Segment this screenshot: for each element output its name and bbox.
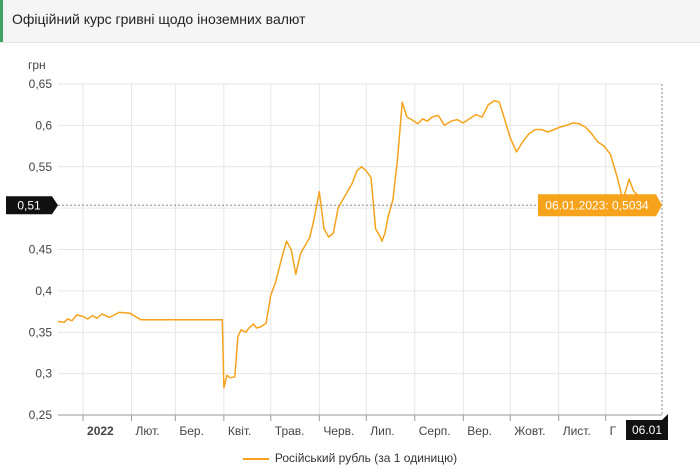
y-tick-label: 0,6 xyxy=(35,118,52,132)
x-tick-label: Квіт. xyxy=(228,424,252,438)
y-axis-unit-label: грн xyxy=(28,58,46,72)
crosshair-overlay: 0,51 06.01 06.01.2023: 0,5034 xyxy=(6,84,668,440)
page-title: Офіційний курс гривні щодо іноземних вал… xyxy=(12,11,306,27)
x-tick-label: Г xyxy=(610,424,617,438)
legend-label-rub: Російський рубль (за 1 одиницю) xyxy=(274,451,458,465)
x-tick-label: Бер. xyxy=(179,424,204,438)
tooltip-text: 06.01.2023: 0,5034 xyxy=(545,198,649,212)
series-layer xyxy=(57,99,663,389)
x-tick-label: 2022 xyxy=(87,424,114,438)
y-tick-label: 0,3 xyxy=(35,367,52,381)
y-tick-label: 0,65 xyxy=(29,77,53,91)
y-tick-label: 0,35 xyxy=(29,325,53,339)
y-tick-label: 0,4 xyxy=(35,284,52,298)
header-accent-bar xyxy=(0,0,3,42)
y-tick-label: 0,25 xyxy=(29,408,53,422)
x-tick-label: Трав. xyxy=(275,424,305,438)
y-tick-label: 0,45 xyxy=(29,243,53,257)
x-tick-label: Лип. xyxy=(370,424,394,438)
y-tick-label: 0,55 xyxy=(29,160,53,174)
crosshair-x-label: 06.01 xyxy=(632,423,662,437)
crosshair-x-label-box xyxy=(626,414,668,440)
chart-header: Офіційний курс гривні щодо іноземних вал… xyxy=(0,0,700,43)
crosshair-y-label-box xyxy=(6,196,58,215)
chart-legend[interactable]: Російський рубль (за 1 одиницю) xyxy=(0,451,700,465)
x-tick-label: Жовт. xyxy=(514,424,545,438)
series-line-rub xyxy=(57,99,663,389)
axis-layer: грн0,250,30,350,40,450,50,550,60,652022Л… xyxy=(28,58,662,438)
x-tick-label: Черв. xyxy=(323,424,354,438)
crosshair-y-label: 0,51 xyxy=(17,198,41,212)
grid-layer xyxy=(58,83,662,416)
tooltip-box xyxy=(538,194,662,217)
legend-swatch xyxy=(242,457,269,460)
x-tick-label: Серп. xyxy=(419,424,451,438)
x-tick-label: Вер. xyxy=(467,424,492,438)
exchange-rate-chart[interactable]: грн0,250,30,350,40,450,50,550,60,652022Л… xyxy=(0,42,700,450)
x-tick-label: Лист. xyxy=(563,424,591,438)
x-tick-label: Лют. xyxy=(136,424,160,438)
